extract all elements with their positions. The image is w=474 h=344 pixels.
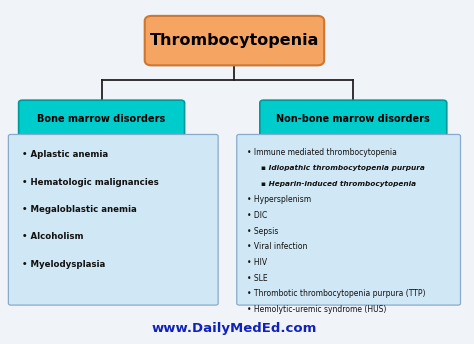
Text: • Sepsis: • Sepsis	[247, 227, 279, 236]
Text: ▪ Heparin-induced thrombocytopenia: ▪ Heparin-induced thrombocytopenia	[262, 181, 417, 187]
Text: Non-bone marrow disorders: Non-bone marrow disorders	[276, 114, 430, 124]
Text: Thrombocytopenia: Thrombocytopenia	[150, 33, 319, 48]
Text: • SLE: • SLE	[247, 273, 268, 283]
Text: ▪ Idiopathic thrombocytopenia purpura: ▪ Idiopathic thrombocytopenia purpura	[262, 165, 425, 171]
Text: • Hematologic malignancies: • Hematologic malignancies	[22, 178, 159, 187]
Text: • Aplastic anemia: • Aplastic anemia	[22, 150, 109, 159]
FancyBboxPatch shape	[260, 100, 447, 138]
Text: • Alcoholism: • Alcoholism	[22, 232, 84, 241]
FancyBboxPatch shape	[9, 135, 218, 305]
Text: • Myelodysplasia: • Myelodysplasia	[22, 260, 106, 269]
Text: • Hemolytic-uremic syndrome (HUS): • Hemolytic-uremic syndrome (HUS)	[247, 305, 387, 314]
Text: • Thrombotic thrombocytopenia purpura (TTP): • Thrombotic thrombocytopenia purpura (T…	[247, 289, 426, 298]
FancyBboxPatch shape	[18, 100, 184, 138]
Text: • DIC: • DIC	[247, 211, 268, 220]
FancyBboxPatch shape	[145, 16, 324, 65]
Text: • Immune mediated thrombocytopenia: • Immune mediated thrombocytopenia	[247, 148, 397, 157]
Text: • Hypersplenism: • Hypersplenism	[247, 195, 311, 204]
Text: Bone marrow disorders: Bone marrow disorders	[37, 114, 166, 124]
Text: • HIV: • HIV	[247, 258, 268, 267]
Text: www.DailyMedEd.com: www.DailyMedEd.com	[152, 322, 317, 335]
Text: • Viral infection: • Viral infection	[247, 242, 308, 251]
Text: • Megaloblastic anemia: • Megaloblastic anemia	[22, 205, 137, 214]
FancyBboxPatch shape	[237, 135, 461, 305]
